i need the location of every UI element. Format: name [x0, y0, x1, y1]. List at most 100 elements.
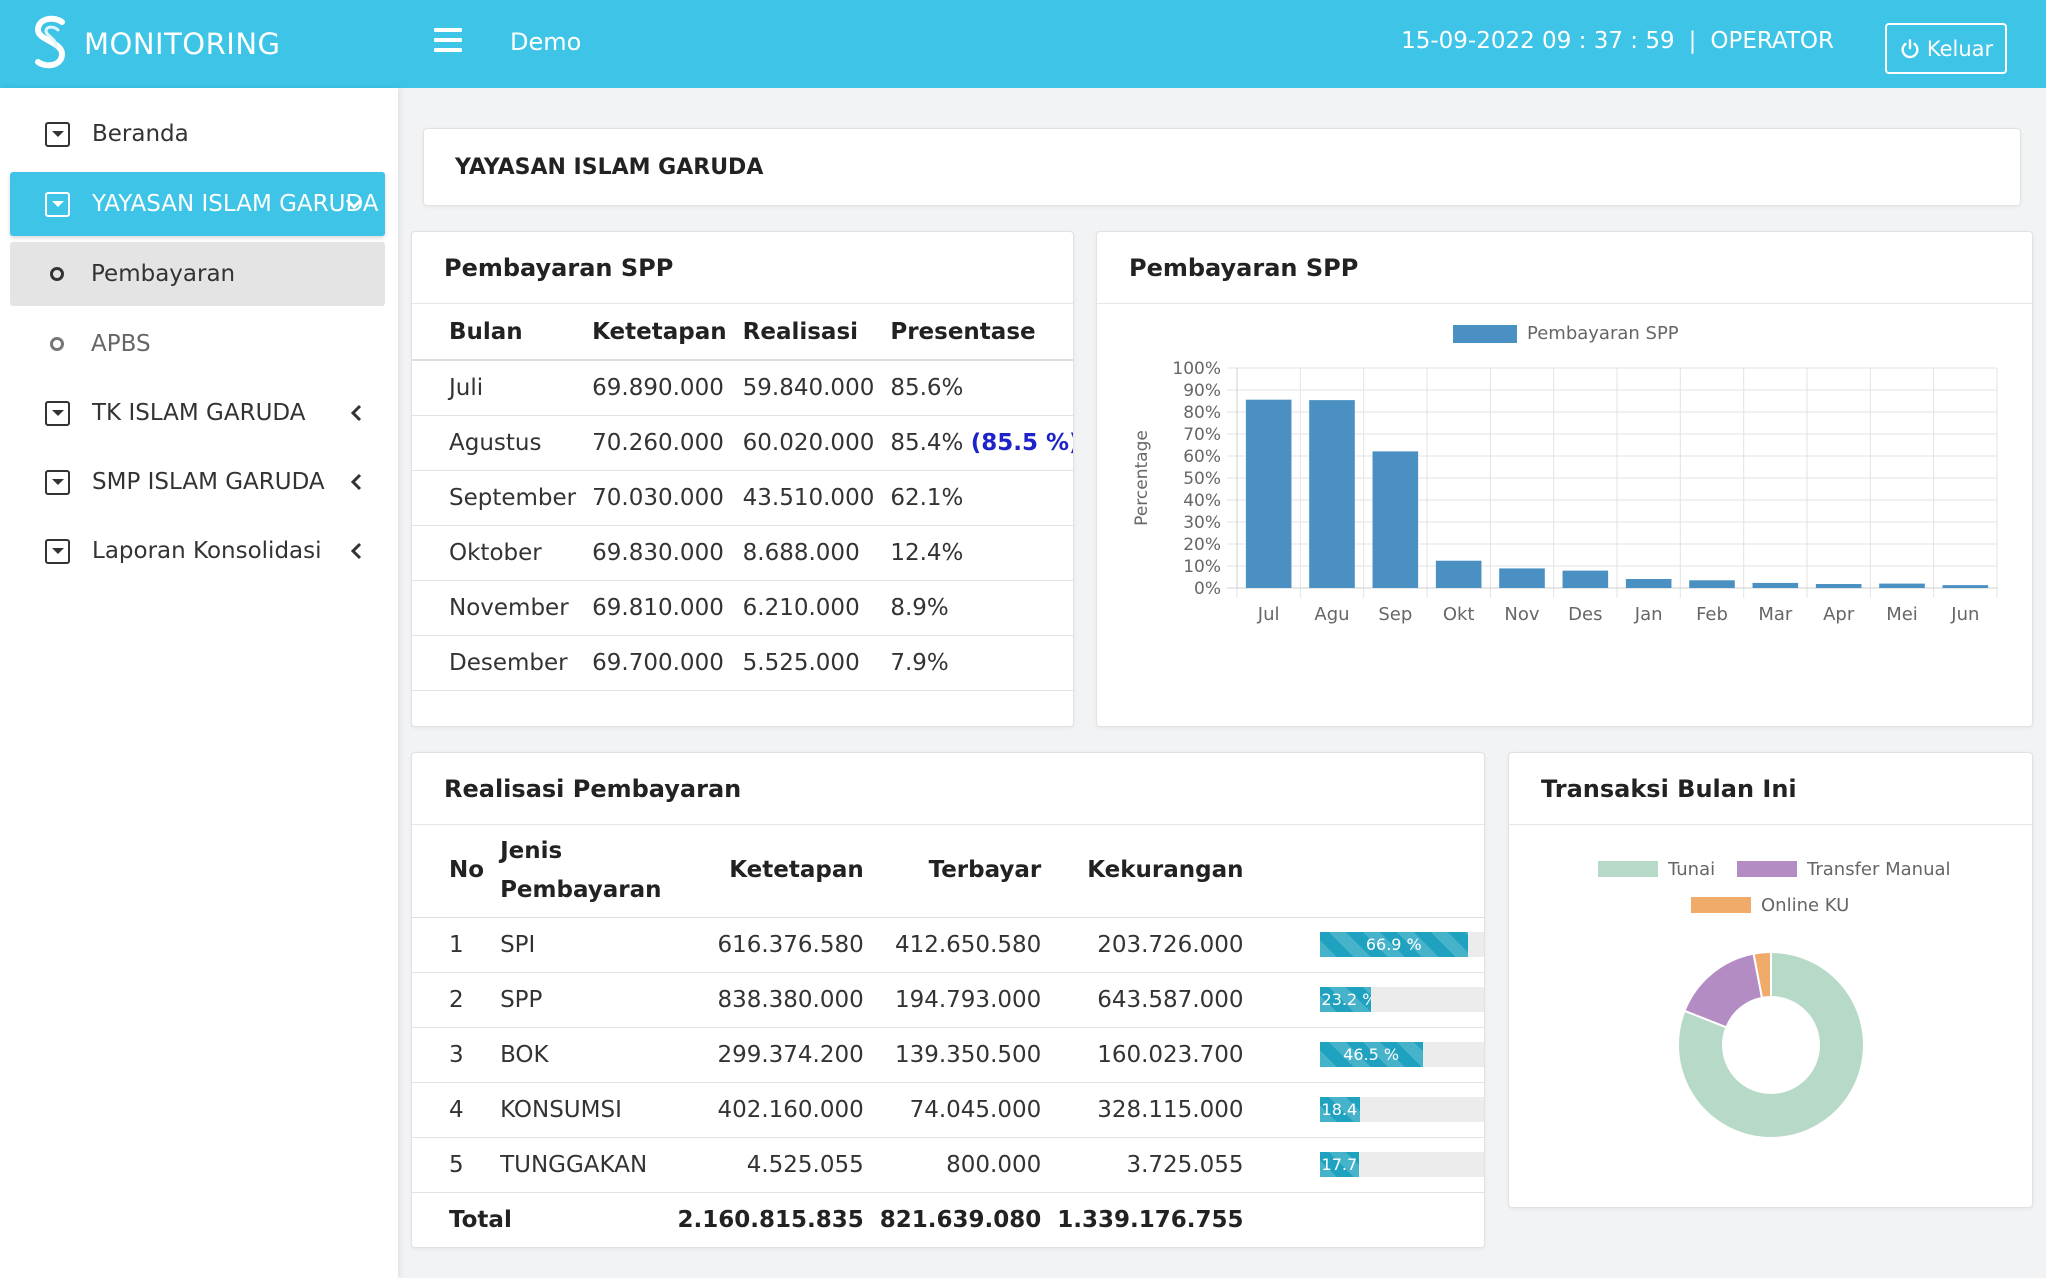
realisasi-cell: 43.510.000 — [734, 470, 883, 526]
progress-fill: 66.9 % — [1319, 932, 1469, 957]
progress-bar: 23.2 % — [1319, 987, 1484, 1012]
jenis-cell: BOK — [492, 1027, 670, 1083]
bar — [1689, 580, 1735, 588]
spp-table-title: Pembayaran SPP — [412, 232, 1073, 304]
col-no: No — [412, 825, 493, 918]
progress-fill: 17.7 % — [1319, 1152, 1359, 1177]
ketetapan-cell: 69.810.000 — [584, 580, 735, 636]
top-header: MONITORING Demo 15-09-2022 09 : 37 : 59 |… — [0, 0, 2046, 88]
table-row: Juli 69.890.000 59.840.000 85.6% — [412, 360, 1073, 416]
chevron-down-icon — [345, 198, 363, 210]
col-jenis-line1: Jenis — [500, 837, 563, 864]
sidebar-item-tk[interactable]: TK ISLAM GARUDA — [10, 381, 385, 445]
realisasi-card: Realisasi Pembayaran No Jenis Pembayaran … — [411, 752, 1485, 1248]
kekurangan-cell: 328.115.000 — [1049, 1082, 1252, 1138]
sidebar-item-label: SMP ISLAM GARUDA — [92, 469, 325, 495]
presentase-cell: 4.1% — [882, 690, 1073, 700]
legend-label: Transfer Manual — [1806, 859, 1951, 880]
progress-cell: 46.5 % — [1251, 1027, 1484, 1083]
power-icon — [1901, 38, 1919, 58]
y-tick-label: 20% — [1183, 535, 1221, 555]
page-title-card: YAYASAN ISLAM GARUDA — [423, 128, 2021, 206]
ketetapan-cell: 70.030.000 — [584, 470, 735, 526]
legend-label: Tunai — [1667, 859, 1715, 880]
bulan-cell: Juli — [412, 360, 585, 416]
total-empty — [1252, 1192, 1484, 1247]
sidebar-item-beranda[interactable]: Beranda — [10, 102, 385, 166]
realisasi-table: No Jenis Pembayaran Ketetapan Terbayar Ke… — [412, 825, 1484, 1247]
bulan-cell: November — [412, 580, 585, 636]
datetime: 15-09-2022 09 : 37 : 59 — [1401, 28, 1675, 54]
user-role: OPERATOR — [1710, 28, 1834, 54]
bar — [1752, 582, 1799, 588]
ketetapan-cell: 402.160.000 — [669, 1082, 872, 1138]
page-title: YAYASAN ISLAM GARUDA — [455, 154, 764, 180]
ketetapan-cell: 4.525.055 — [669, 1137, 872, 1193]
spp-chart-card: Pembayaran SPP Pembayaran SPP 0% 10% 20% 30%… — [1096, 231, 2033, 727]
bar — [1879, 583, 1925, 588]
caret-square-icon — [45, 191, 70, 217]
sidebar-subitem-pembayaran[interactable]: Pembayaran — [10, 242, 385, 306]
sidebar-item-laporan[interactable]: Laporan Konsolidasi — [10, 519, 385, 583]
x-tick-label: Jul — [1257, 604, 1280, 625]
jenis-cell: TUNGGAKAN — [492, 1137, 670, 1193]
y-tick-label: 0% — [1194, 579, 1221, 599]
col-presentase: Presentase — [882, 304, 1073, 361]
table-row: 2 SPP 838.380.000 194.793.000 643.587.000 23.… — [412, 972, 1484, 1028]
sidebar-item-smp[interactable]: SMP ISLAM GARUDA — [10, 450, 385, 514]
x-tick-label: Mei — [1886, 604, 1918, 625]
terbayar-cell: 412.650.580 — [871, 917, 1050, 973]
y-tick-label: 40% — [1183, 491, 1221, 511]
terbayar-cell: 194.793.000 — [871, 972, 1050, 1028]
bar — [1245, 399, 1292, 588]
caret-square-icon — [45, 538, 70, 564]
progress-cell: 17.7 % — [1251, 1137, 1484, 1193]
no-cell: 2 — [412, 972, 493, 1028]
ketetapan-cell: 616.376.580 — [669, 917, 872, 973]
sidebar-subitem-apbs[interactable]: APBS — [10, 312, 385, 376]
presentase-value: 12.4% — [890, 539, 964, 566]
chevron-left-icon — [350, 404, 362, 422]
x-tick-label: Agu — [1314, 604, 1349, 625]
bulan-cell: Januari — [412, 690, 585, 700]
sidebar-menu: Beranda YAYASAN ISLAM GARUDA Pembayaran … — [0, 88, 398, 1278]
realisasi-cell: 6.210.000 — [734, 580, 883, 636]
realisasi-cell: 60.020.000 — [734, 415, 883, 471]
y-axis-label: Percentage — [1132, 430, 1152, 526]
table-header-row: No Jenis Pembayaran Ketetapan Terbayar Ke… — [412, 825, 1484, 918]
bar — [1562, 570, 1609, 588]
col-progress — [1251, 825, 1484, 918]
header-info: 15-09-2022 09 : 37 : 59 | OPERATOR — [1401, 28, 1834, 54]
menu-toggle-icon[interactable] — [434, 28, 462, 58]
spp-table-scroll[interactable]: Bulan Ketetapan Realisasi Presentase Jul… — [412, 304, 1073, 700]
sidebar-item-yayasan[interactable]: YAYASAN ISLAM GARUDA — [10, 172, 385, 236]
donut-slice — [1683, 952, 1764, 1029]
bar — [1372, 451, 1419, 588]
x-tick-label: Okt — [1443, 604, 1475, 625]
legend-swatch — [1453, 325, 1517, 343]
jenis-cell: SPP — [492, 972, 670, 1028]
bar — [1309, 400, 1355, 588]
y-tick-label: 80% — [1183, 403, 1221, 423]
donut-slice — [1752, 950, 1772, 1000]
presentase-value: 7.9% — [890, 649, 949, 676]
table-row: Oktober 69.830.000 8.688.000 12.4% — [412, 525, 1073, 581]
logout-button[interactable]: Keluar — [1885, 23, 2007, 74]
bulan-cell: September — [412, 470, 585, 526]
sidebar-item-label: TK ISLAM GARUDA — [92, 400, 306, 426]
caret-square-icon — [45, 400, 70, 426]
ketetapan-cell: 838.380.000 — [669, 972, 872, 1028]
bar — [1815, 584, 1862, 588]
brand[interactable]: MONITORING — [28, 12, 281, 76]
terbayar-cell: 74.045.000 — [871, 1082, 1050, 1138]
terbayar-cell: 800.000 — [871, 1137, 1050, 1193]
terbayar-cell: 139.350.500 — [871, 1027, 1050, 1083]
col-terbayar: Terbayar — [871, 825, 1050, 918]
sidebar-item-label: YAYASAN ISLAM GARUDA — [92, 191, 379, 217]
realisasi-cell: 59.840.000 — [734, 360, 883, 416]
jenis-cell: KONSUMSI — [492, 1082, 670, 1138]
table-row: Agustus 70.260.000 60.020.000 85.4% (85.5 %… — [412, 415, 1073, 471]
realisasi-cell: 2.830.000 — [734, 690, 883, 700]
col-realisasi: Realisasi — [734, 304, 883, 361]
ketetapan-cell: 69.700.000 — [584, 635, 735, 691]
